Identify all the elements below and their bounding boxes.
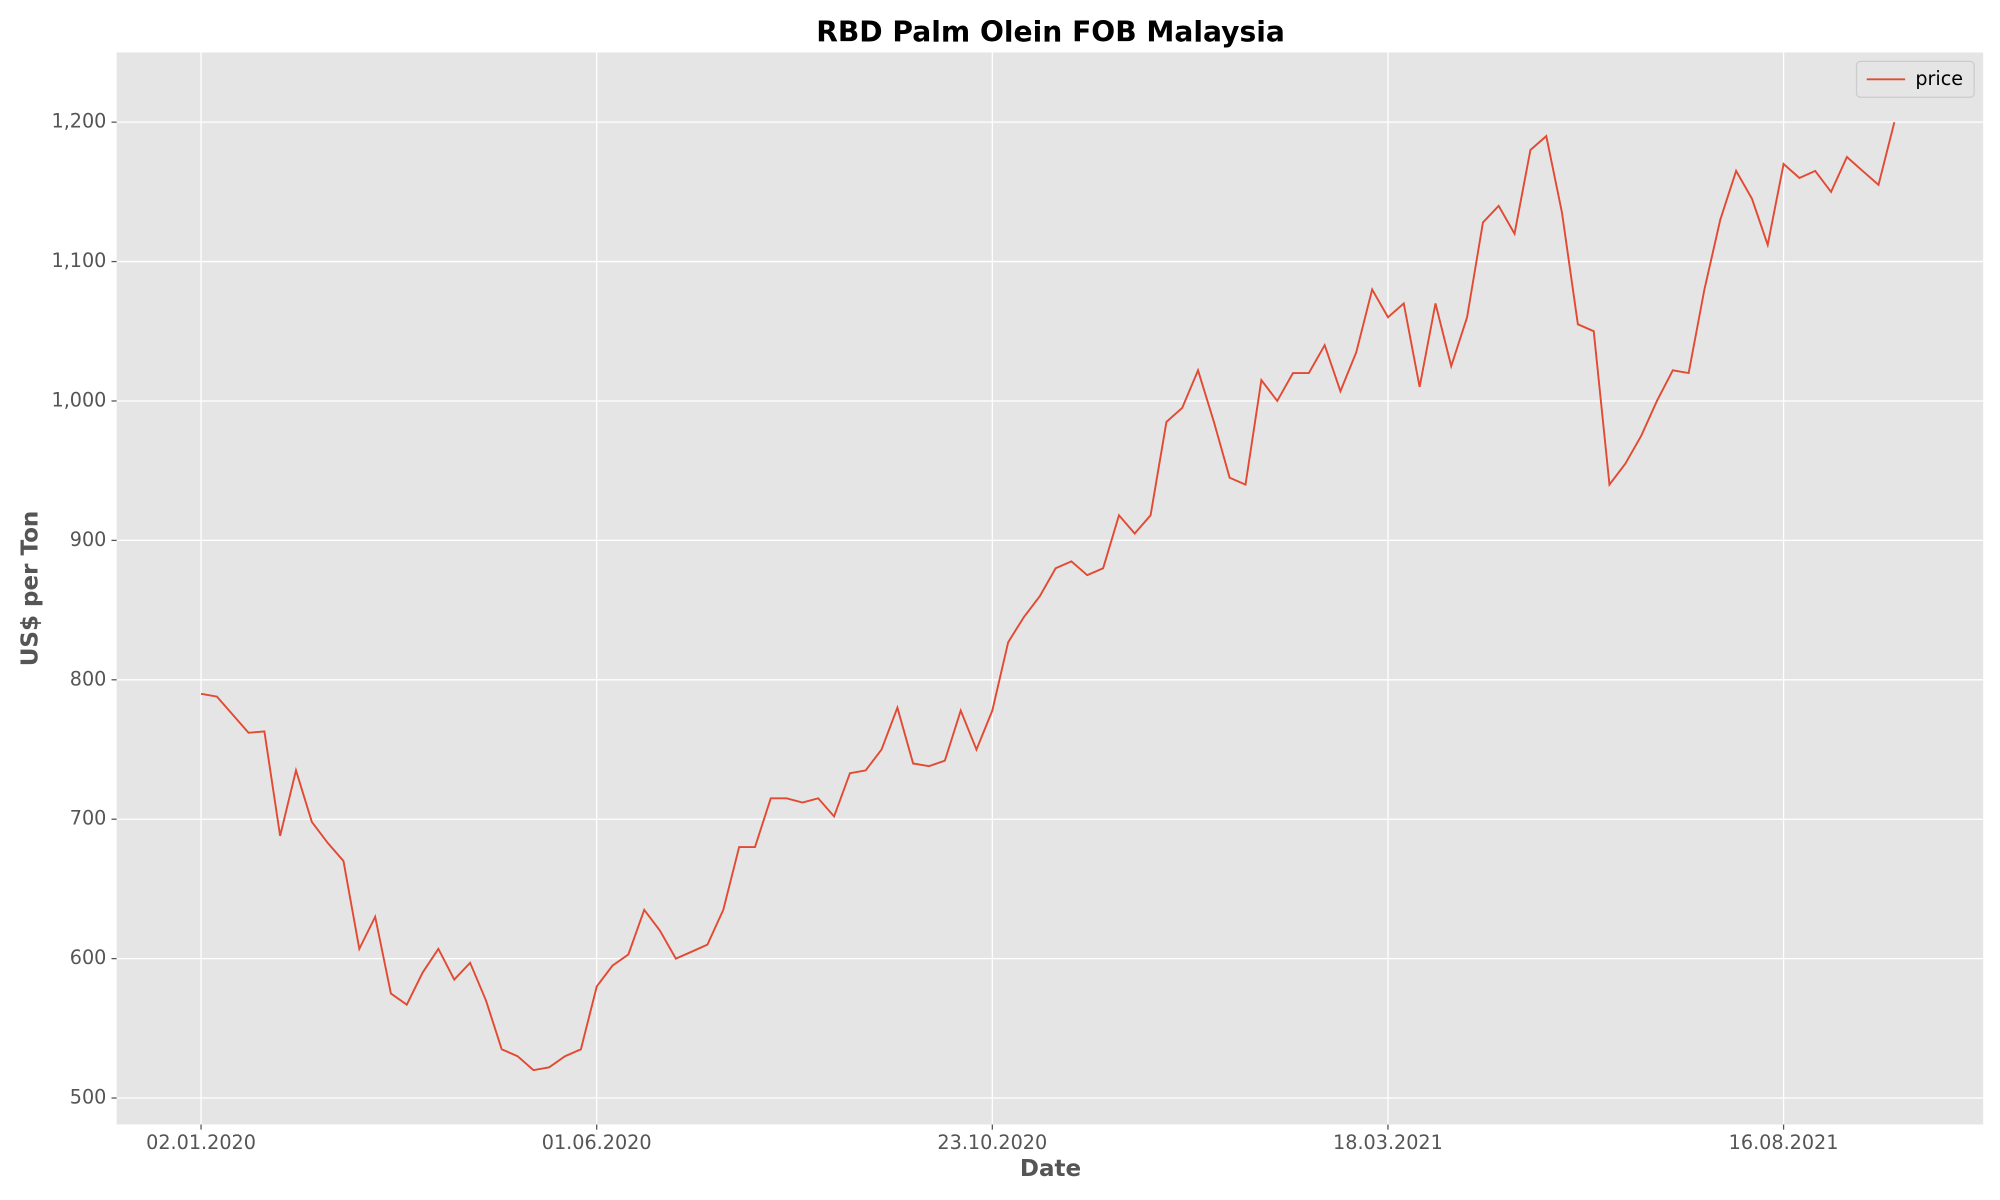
x-tick-label: 01.06.2020: [542, 1131, 652, 1154]
price-line: [200, 121, 1896, 1072]
x-tick-label: 16.08.2021: [1729, 1131, 1839, 1154]
plot-area: [116, 52, 1984, 1125]
y-tick-label: 500: [70, 1086, 107, 1109]
x-tick-label: 02.01.2020: [146, 1131, 256, 1154]
x-axis-label: Date: [1020, 1156, 1081, 1182]
y-tick-label: 1,100: [52, 249, 107, 272]
legend-box: [1855, 60, 1975, 98]
legend-label: price: [1915, 67, 1963, 90]
y-axis-label: US$ per Ton: [17, 511, 43, 667]
x-tick-label: 18.03.2021: [1333, 1131, 1443, 1154]
y-tick-label: 1,000: [52, 388, 107, 411]
y-tick-label: 800: [70, 667, 107, 690]
y-tick-label: 600: [70, 946, 107, 969]
chart-title: RBD Palm Olein FOB Malaysia: [816, 15, 1285, 48]
y-tick-label: 900: [70, 528, 107, 551]
x-tick-label: 23.10.2020: [937, 1131, 1047, 1154]
y-tick-label: 1,200: [52, 110, 107, 133]
y-tick-label: 700: [70, 807, 107, 830]
